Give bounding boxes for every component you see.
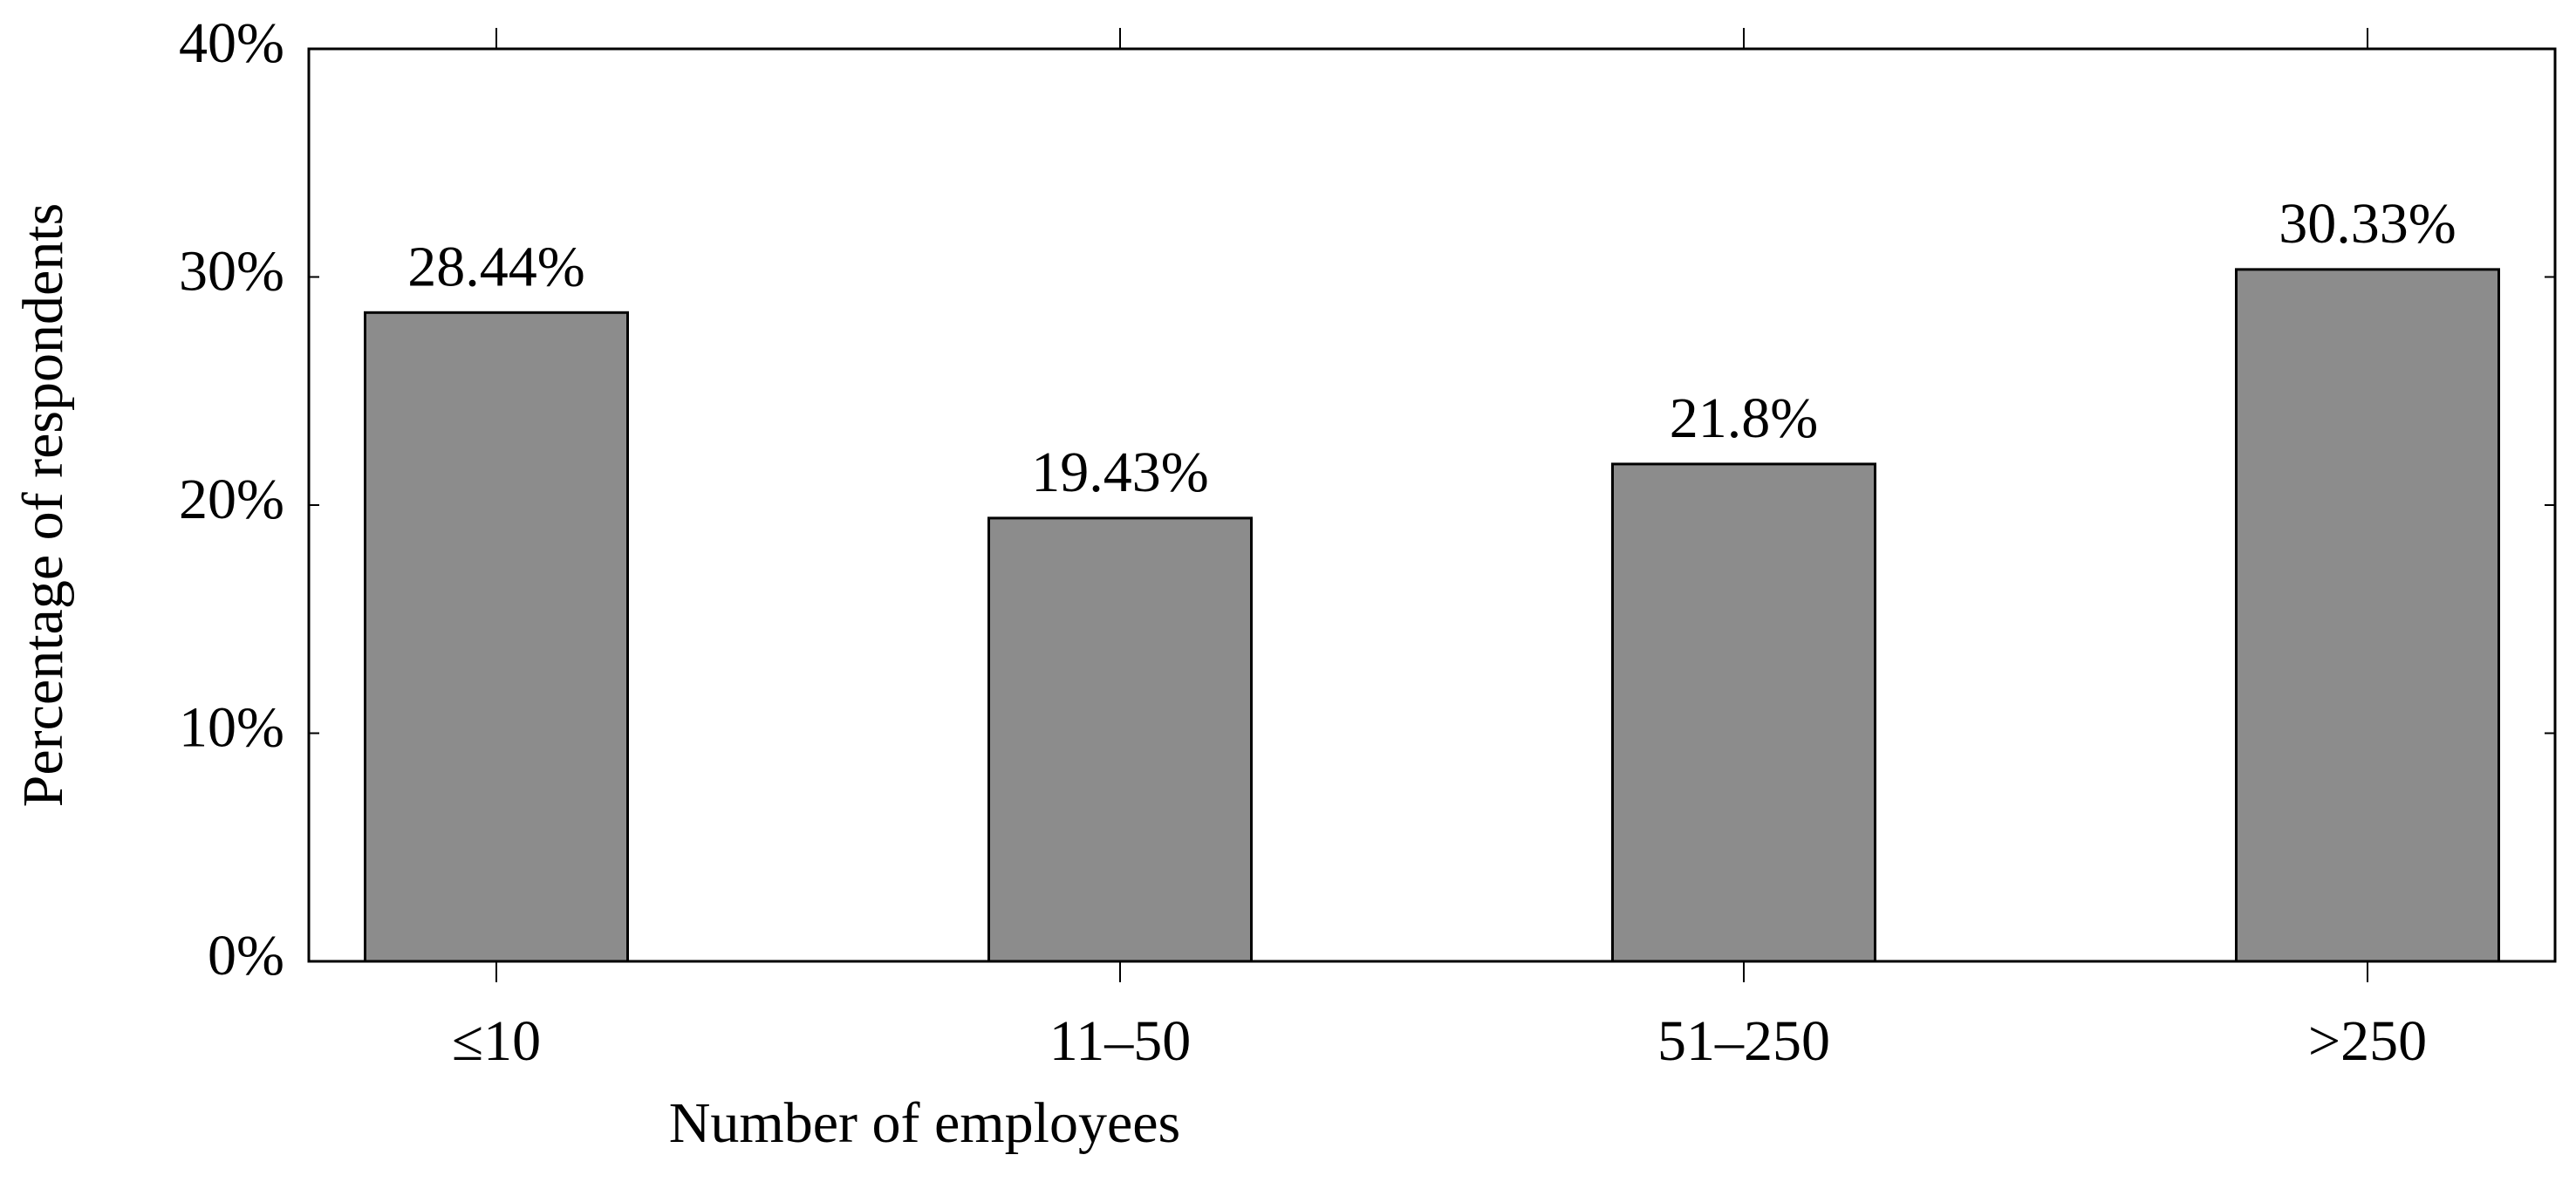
y-tick-label: 0% <box>208 924 284 987</box>
y-tick-label: 40% <box>179 11 284 75</box>
value-label: 30.33% <box>2279 192 2456 256</box>
y-tick-label: 20% <box>179 468 284 531</box>
y-tick-label: 30% <box>179 240 284 304</box>
bar <box>364 311 629 963</box>
value-label: 21.8% <box>1670 386 1818 450</box>
bar <box>1611 462 1876 963</box>
bar <box>987 516 1253 963</box>
x-tick-label: 11–50 <box>1049 1009 1192 1073</box>
value-label: 19.43% <box>1031 441 1208 504</box>
value-label: 28.44% <box>407 235 584 298</box>
y-axis-label: Percentage of respondents <box>11 203 75 808</box>
y-tick-label: 10% <box>179 696 284 760</box>
x-tick-label: >250 <box>2308 1009 2427 1073</box>
x-axis-label: Number of employees <box>669 1091 1181 1155</box>
x-tick-label: 51–250 <box>1657 1009 1830 1073</box>
x-tick-label: ≤10 <box>452 1009 541 1073</box>
plot-frame <box>307 47 2557 963</box>
bar <box>2235 268 2500 963</box>
